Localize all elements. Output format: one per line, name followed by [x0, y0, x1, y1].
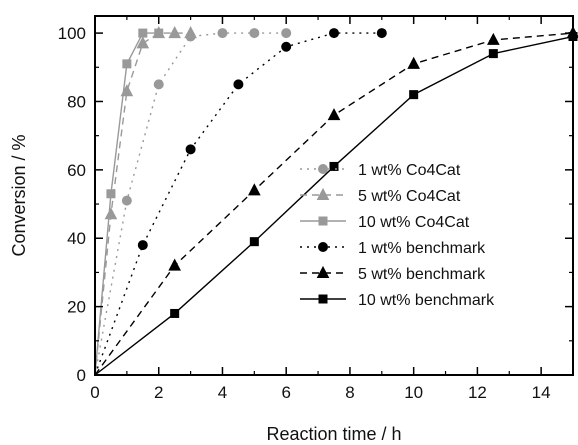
legend-label: 1 wt% benchmark [358, 240, 486, 257]
data-point [376, 28, 387, 39]
x-tick-label: 0 [90, 383, 99, 402]
data-point [281, 28, 292, 39]
legend-label: 10 wt% benchmark [358, 292, 495, 309]
data-point [329, 161, 339, 171]
data-point [153, 79, 164, 90]
legend-label: 10 wt% Co4Cat [358, 214, 470, 231]
legend-item: 1 wt% benchmark [300, 240, 486, 257]
legend-label: 5 wt% benchmark [358, 266, 486, 283]
data-point [249, 28, 260, 39]
data-point [407, 56, 420, 69]
series-3 [94, 28, 164, 376]
data-point [184, 26, 197, 39]
data-point [122, 59, 132, 69]
legend-marker [318, 216, 328, 226]
x-tick-label: 10 [404, 383, 423, 402]
legend-item: 10 wt% Co4Cat [300, 214, 470, 231]
legend-marker [318, 294, 328, 304]
legend-marker [318, 164, 328, 174]
data-point [488, 49, 498, 59]
series-4 [94, 28, 387, 376]
data-point [106, 189, 116, 199]
x-tick-label: 4 [218, 383, 227, 402]
legend-item: 1 wt% Co4Cat [300, 162, 461, 179]
data-point [170, 308, 180, 318]
data-point [121, 195, 132, 206]
y-tick-label: 60 [67, 161, 86, 180]
x-tick-label: 14 [532, 383, 551, 402]
data-point [409, 90, 419, 100]
data-point [281, 41, 292, 52]
data-point [329, 28, 339, 39]
y-tick-label: 100 [58, 24, 86, 43]
y-tick-label: 20 [67, 298, 86, 317]
data-point [487, 32, 500, 45]
data-point [136, 36, 150, 49]
data-point [233, 79, 244, 90]
x-tick-label: 12 [468, 383, 487, 402]
legend: 1 wt% Co4Cat 5 wt% Co4Cat 10 wt% Co4Cat 1 w… [300, 162, 495, 309]
data-point [327, 108, 341, 121]
x-tick-label: 6 [281, 383, 290, 402]
data-point [248, 183, 261, 196]
data-point [249, 237, 259, 247]
legend-marker [316, 187, 330, 200]
data-point [138, 28, 148, 38]
x-tick-label: 2 [154, 383, 163, 402]
legend-label: 1 wt% Co4Cat [358, 162, 461, 179]
tick-layer: 0 2 4 6 8 10 12 14 0 20 40 60 80 100 [58, 16, 573, 402]
plot-frame [94, 15, 574, 376]
y-tick-label: 40 [67, 229, 86, 248]
legend-marker [316, 265, 330, 278]
legend-item: 5 wt% Co4Cat [300, 187, 461, 205]
data-point [154, 28, 164, 38]
data-point [104, 207, 118, 220]
legend-item: 5 wt% benchmark [300, 265, 486, 283]
legend-item: 10 wt% benchmark [300, 292, 495, 309]
x-axis-title: Reaction time / h [266, 424, 401, 444]
data-point [168, 26, 181, 39]
y-axis-title: Conversion / % [9, 134, 29, 256]
data-point [168, 258, 181, 271]
y-tick-label: 0 [77, 366, 86, 385]
series-layer [94, 26, 578, 376]
data-point [137, 240, 148, 251]
legend-label: 5 wt% Co4Cat [358, 188, 461, 205]
x-tick-label: 8 [345, 383, 354, 402]
y-tick-label: 80 [67, 92, 86, 111]
data-point [185, 144, 196, 155]
data-point [217, 28, 228, 39]
series-1 [94, 28, 292, 376]
legend-marker [318, 242, 328, 252]
